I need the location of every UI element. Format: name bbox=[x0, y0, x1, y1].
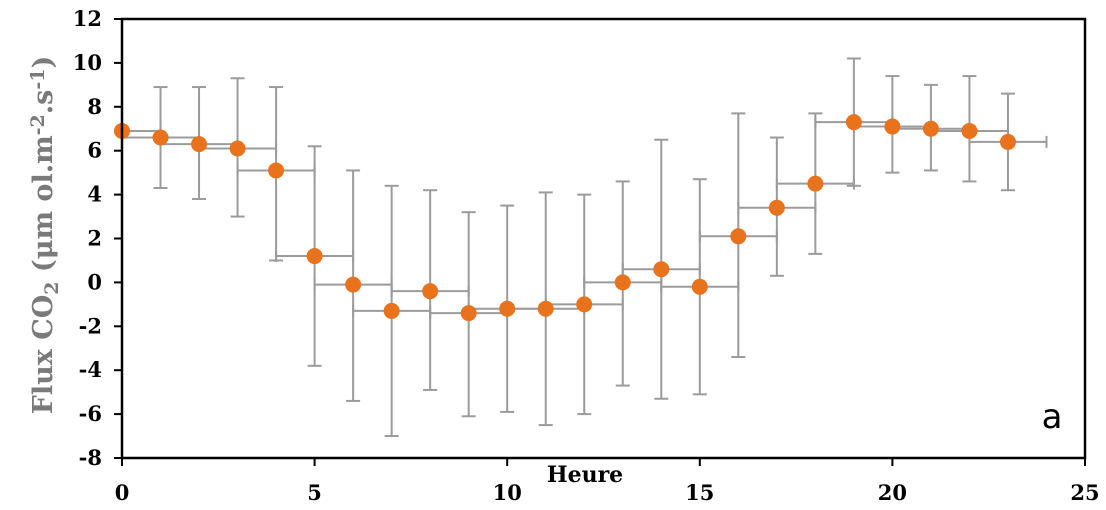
data-point bbox=[422, 283, 439, 300]
x-tick-label: 10 bbox=[493, 480, 522, 505]
data-point bbox=[152, 129, 169, 146]
data-point bbox=[383, 302, 400, 319]
data-point bbox=[691, 278, 708, 295]
data-point bbox=[614, 274, 631, 291]
y-tick-label: 4 bbox=[87, 182, 102, 207]
x-tick-label: 20 bbox=[878, 480, 907, 505]
data-point bbox=[576, 296, 593, 313]
y-tick-label: 6 bbox=[87, 138, 102, 163]
data-point bbox=[730, 228, 747, 245]
data-point bbox=[768, 199, 785, 216]
data-point bbox=[807, 175, 824, 192]
y-tick-label: 10 bbox=[73, 50, 102, 75]
y-tick-label: 2 bbox=[87, 226, 102, 251]
y-tick-label: 8 bbox=[87, 94, 102, 119]
x-tick-label: 5 bbox=[307, 480, 322, 505]
data-point bbox=[460, 305, 477, 322]
y-tick-label: -2 bbox=[79, 313, 102, 338]
data-point bbox=[345, 276, 362, 293]
y-axis-ticks: -8 -6 -4 -2 0 2 4 6 8 10 12 bbox=[73, 6, 122, 470]
data-point bbox=[961, 122, 978, 139]
data-point bbox=[999, 133, 1016, 150]
data-point bbox=[229, 140, 246, 157]
data-point bbox=[306, 248, 323, 265]
y-tick-label: -8 bbox=[79, 445, 102, 470]
y-tick-label: 12 bbox=[73, 6, 102, 31]
data-point bbox=[191, 136, 208, 153]
y-tick-label: -4 bbox=[79, 357, 102, 382]
data-points bbox=[114, 114, 1016, 322]
x-tick-label: 25 bbox=[1070, 480, 1099, 505]
data-point bbox=[653, 261, 670, 278]
y-tick-label: 0 bbox=[87, 269, 102, 294]
panel-label: a bbox=[1042, 397, 1063, 437]
data-point bbox=[499, 300, 516, 317]
data-point bbox=[845, 114, 862, 131]
x-tick-label: 15 bbox=[685, 480, 714, 505]
y-axis-label: Flux CO2 (μm ol.m-2.s-1) bbox=[27, 56, 63, 415]
x-tick-label: 0 bbox=[115, 480, 130, 505]
x-axis-label: Heure bbox=[547, 462, 623, 488]
data-point bbox=[884, 118, 901, 135]
data-point bbox=[537, 300, 554, 317]
x-axis-ticks: 0 5 10 15 20 25 bbox=[115, 458, 1100, 505]
data-point bbox=[268, 162, 285, 179]
data-point bbox=[922, 120, 939, 137]
y-tick-label: -6 bbox=[79, 401, 102, 426]
